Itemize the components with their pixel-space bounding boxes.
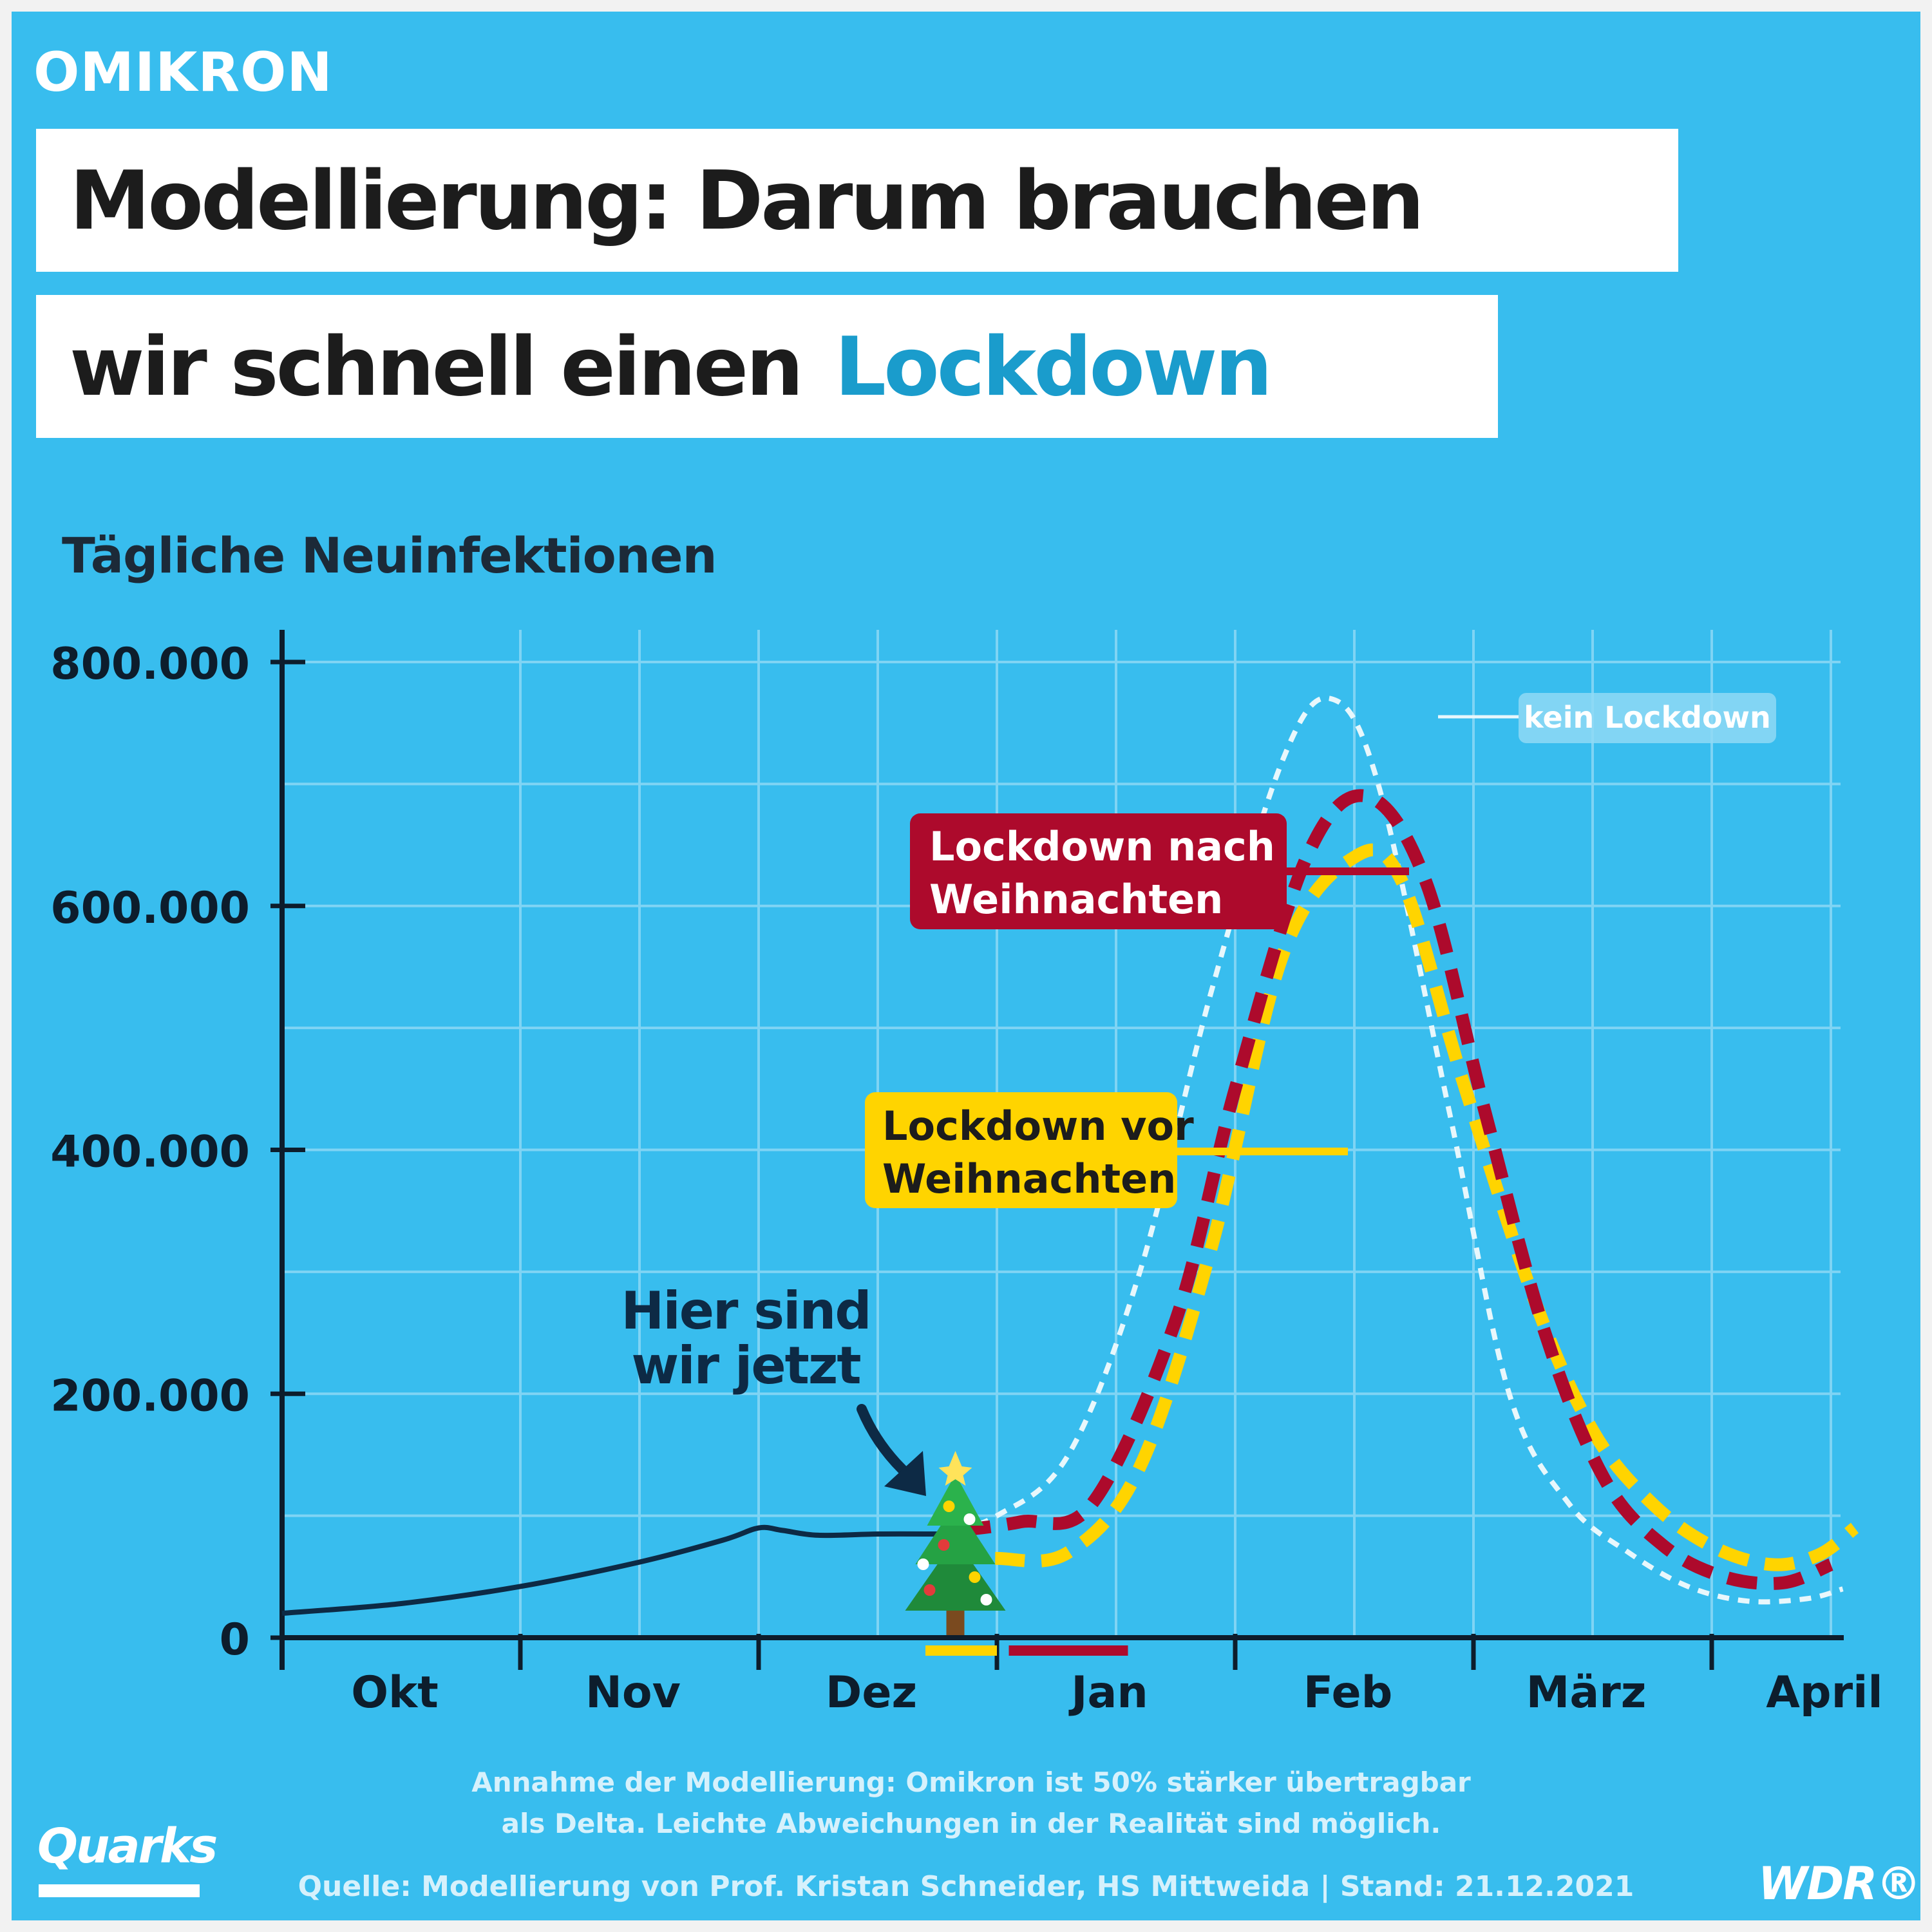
infographic-frame: OMIKRON Modellierung: Darum brauchen wir… bbox=[12, 12, 1921, 1920]
tree-ornament bbox=[917, 1558, 929, 1570]
x-tick-label: Okt bbox=[351, 1667, 439, 1718]
tree-ornament bbox=[969, 1571, 981, 1583]
series-lockdown-vor-line bbox=[948, 843, 1859, 1571]
lockdown-nach-label-line-1: Lockdown nach bbox=[929, 823, 1275, 870]
headline-text-1: Modellierung: Darum brauchen bbox=[70, 153, 1425, 248]
annotation-text-line-2: wir jetzt bbox=[631, 1336, 860, 1396]
lockdown-vor-label-box bbox=[865, 1092, 1177, 1208]
kicker: OMIKRON bbox=[33, 41, 333, 104]
tree-trunk bbox=[946, 1609, 965, 1635]
model-assumption-line-2: als Delta. Leichte Abweichungen in der R… bbox=[501, 1808, 1441, 1839]
lockdown-nach-label-box bbox=[910, 813, 1287, 929]
quarks-logo-bar bbox=[39, 1884, 200, 1897]
lockdown-vor-label-line-2: Weihnachten bbox=[882, 1155, 1176, 1202]
label-layer: kein Lockdown Lockdown nach Weihnachten Loc… bbox=[621, 693, 1776, 1635]
kein-lockdown-label: kein Lockdown bbox=[1524, 700, 1771, 735]
x-tick-label: Nov bbox=[585, 1667, 681, 1718]
x-tick-label: März bbox=[1526, 1667, 1647, 1718]
series-layer bbox=[281, 695, 1859, 1656]
axis-layer: 0 200.000 400.000 600.000 800.000 Okt Nov Dez Ja… bbox=[50, 630, 1883, 1718]
headline-accent: Lockdown bbox=[834, 319, 1273, 414]
headline-line-2: wir schnell einen Lockdown bbox=[36, 295, 1498, 438]
headline-line-1: Modellierung: Darum brauchen bbox=[36, 129, 1678, 272]
x-tick-label: Dez bbox=[826, 1667, 917, 1718]
line-chart: 0 200.000 400.000 600.000 800.000 Okt Nov Dez Ja… bbox=[50, 630, 1883, 1718]
y-tick-label: 200.000 bbox=[50, 1370, 250, 1421]
y-tick-label: 400.000 bbox=[50, 1127, 250, 1178]
x-tick-label: Jan bbox=[1068, 1667, 1148, 1718]
christmas-tree-icon bbox=[905, 1451, 1006, 1635]
wdr-logo: WDR® bbox=[1758, 1857, 1921, 1910]
headline-text-2: wir schnell einen bbox=[70, 319, 804, 414]
y-tick-label: 0 bbox=[220, 1615, 250, 1665]
quarks-logo: Quarks bbox=[37, 1819, 218, 1874]
x-tick-label: April bbox=[1766, 1667, 1882, 1718]
tree-star bbox=[938, 1451, 972, 1486]
tree-ornament bbox=[943, 1501, 955, 1512]
series-kein-lockdown-line bbox=[936, 695, 1844, 1605]
kein-lockdown-label-box bbox=[1519, 693, 1776, 743]
tree-layer-middle bbox=[915, 1503, 996, 1564]
tree-ornament bbox=[938, 1539, 950, 1551]
annotation-arrow-shaft bbox=[857, 1404, 915, 1482]
annotation-arrow-head bbox=[884, 1451, 926, 1496]
x-tick-label: Feb bbox=[1303, 1667, 1393, 1718]
annotation-text-line-1: Hier sind bbox=[621, 1281, 870, 1341]
source-note: Quelle: Modellierung von Prof. Kristan S… bbox=[298, 1870, 1634, 1903]
lockdown-vor-label-line-1: Lockdown vor bbox=[882, 1103, 1194, 1150]
chart-title: Tägliche Neuinfektionen bbox=[62, 527, 717, 584]
tree-ornament bbox=[963, 1513, 976, 1525]
model-assumption-line-1: Annahme der Modellierung: Omikron ist 50… bbox=[471, 1766, 1471, 1798]
tree-ornament bbox=[923, 1584, 936, 1596]
tree-ornament bbox=[980, 1594, 992, 1605]
y-tick-label: 600.000 bbox=[50, 883, 250, 934]
tree-layer-top bbox=[927, 1474, 984, 1526]
y-tick-label: 800.000 bbox=[50, 639, 250, 690]
series-lockdown-nach-line bbox=[960, 789, 1833, 1590]
series-observed-line bbox=[281, 1524, 938, 1616]
lockdown-nach-label-line-2: Weihnachten bbox=[929, 876, 1223, 923]
